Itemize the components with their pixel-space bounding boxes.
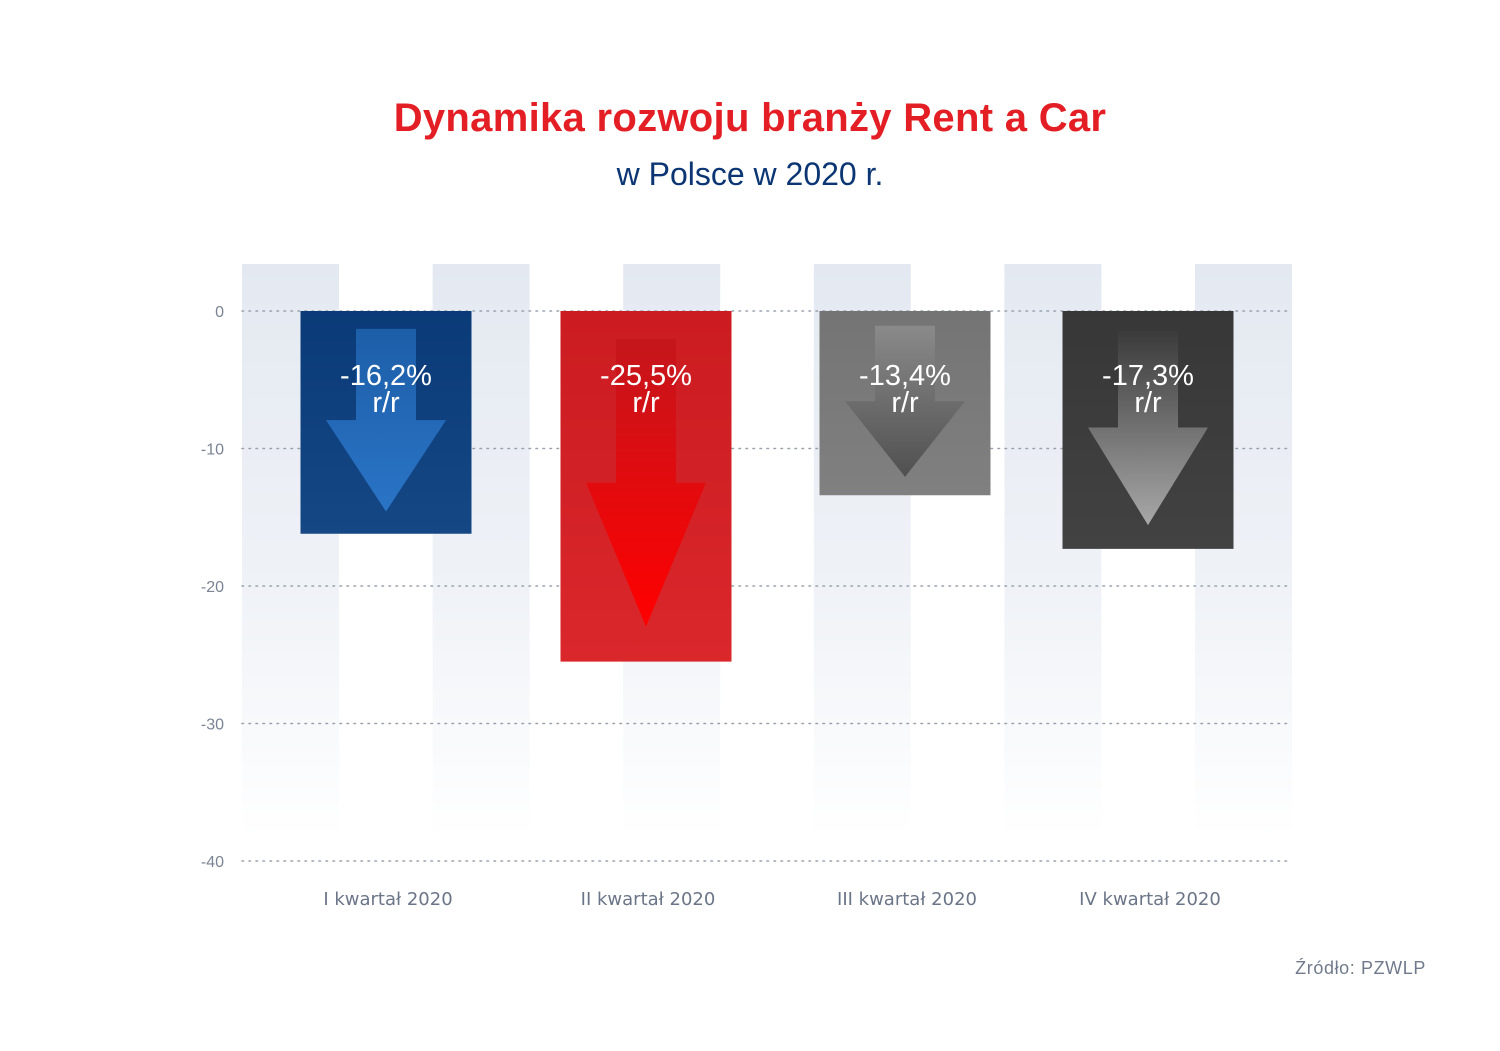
chart-subtitle: w Polsce w 2020 r. [616, 156, 884, 192]
y-tick-label: -40 [201, 854, 224, 871]
bars: -16,2%r/r-25,5%r/r-13,4%r/r-17,3%r/r [300, 311, 1234, 662]
bar-group: -17,3%r/r [1062, 311, 1234, 549]
y-tick-label: 0 [215, 304, 224, 321]
source-note: Źródło: PZWLP [1295, 958, 1426, 978]
data-label-suffix: r/r [891, 387, 919, 419]
data-label-suffix: r/r [1134, 387, 1162, 419]
y-tick-label: -20 [201, 579, 224, 596]
bar-group: -13,4%r/r [819, 311, 991, 496]
data-label-suffix: r/r [372, 387, 400, 419]
data-label-suffix: r/r [632, 387, 660, 419]
y-tick-label: -30 [201, 717, 224, 734]
bar-group: -16,2%r/r [300, 311, 472, 534]
x-tick-label: I kwartał 2020 [323, 889, 452, 910]
down-arrow-icon [326, 328, 446, 512]
data-label: -25,5% [600, 360, 692, 392]
x-tick-label: II kwartał 2020 [581, 889, 716, 910]
data-label: -17,3% [1102, 360, 1194, 392]
x-tick-label: III kwartał 2020 [837, 889, 977, 910]
down-arrow-icon [845, 325, 965, 477]
y-tick-label: -10 [201, 442, 224, 459]
data-label: -16,2% [340, 360, 432, 392]
bar-group: -25,5%r/r [560, 311, 732, 662]
chart-title: Dynamika rozwoju branży Rent a Car [393, 96, 1107, 140]
down-arrow-icon [586, 339, 706, 627]
y-axis: 0 -10 -20 -30 -40 [201, 304, 224, 871]
x-axis: I kwartał 2020 II kwartał 2020 III kwartał… [323, 889, 1221, 910]
down-arrow-icon [1088, 330, 1208, 526]
data-label: -13,4% [859, 360, 951, 392]
x-tick-label: IV kwartał 2020 [1079, 889, 1221, 910]
